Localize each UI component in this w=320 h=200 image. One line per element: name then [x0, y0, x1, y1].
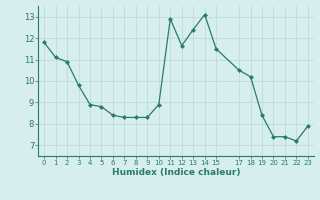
X-axis label: Humidex (Indice chaleur): Humidex (Indice chaleur) [112, 168, 240, 177]
